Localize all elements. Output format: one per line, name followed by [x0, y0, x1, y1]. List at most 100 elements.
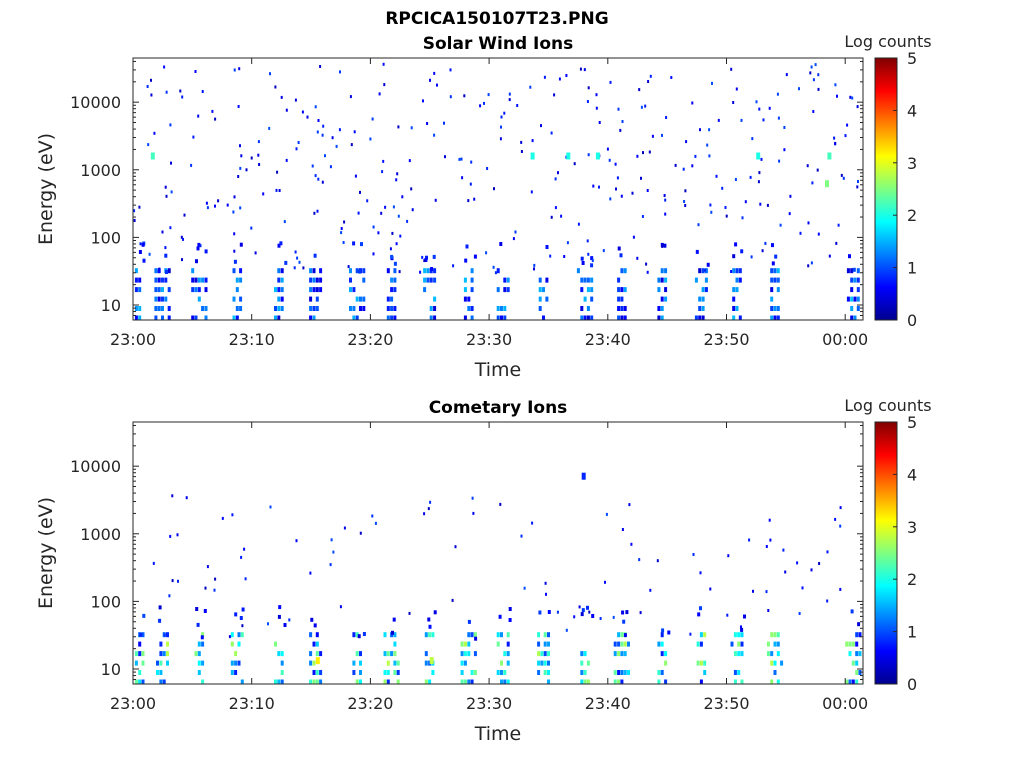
heatmap-cell: [613, 670, 617, 675]
heatmap-cell: [395, 242, 398, 246]
heatmap-cell: [696, 641, 700, 647]
heatmap-cell: [269, 505, 272, 509]
heatmap-cell: [609, 80, 612, 84]
heatmap-cell: [235, 277, 239, 283]
heatmap-cell: [543, 632, 547, 638]
heatmap-cell: [508, 618, 512, 622]
heatmap-cell: [349, 95, 352, 99]
x-tick-label: 23:10: [229, 694, 275, 713]
heatmap-cell: [623, 315, 627, 321]
heatmap-cell: [312, 670, 316, 675]
heatmap-cell: [691, 164, 694, 168]
heatmap-cell: [352, 306, 356, 311]
heatmap-cell: [583, 315, 587, 321]
heatmap-cell: [698, 315, 702, 321]
heatmap-cell: [620, 268, 624, 274]
heatmap-cell: [770, 287, 774, 293]
heatmap-cell: [314, 174, 317, 178]
heatmap-cell: [496, 268, 500, 274]
heatmap-cell: [664, 651, 668, 657]
heatmap-cell: [315, 679, 319, 685]
heatmap-cell: [520, 534, 523, 538]
heatmap-cell: [359, 296, 362, 302]
heatmap-cell: [309, 306, 313, 311]
heatmap-cell: [606, 147, 609, 151]
colorbar: [874, 57, 898, 321]
heatmap-cell: [657, 277, 661, 283]
heatmap-cell: [431, 632, 435, 638]
heatmap-cell: [284, 260, 288, 265]
heatmap-cell: [309, 296, 313, 302]
heatmap-cell: [773, 277, 777, 283]
heatmap-cell: [275, 188, 278, 192]
heatmap-cell: [740, 625, 742, 629]
x-tick-label: 23:50: [703, 330, 749, 349]
heatmap-cell: [426, 268, 430, 274]
heatmap-cell: [620, 315, 624, 321]
heatmap-cell: [406, 219, 409, 223]
heatmap-cell: [780, 660, 784, 666]
heatmap-cell: [157, 277, 161, 283]
x-axis-label: Time: [474, 359, 522, 381]
heatmap-cell: [296, 256, 299, 260]
heatmap-cell: [343, 220, 346, 224]
heatmap-cell: [181, 95, 184, 99]
heatmap-cell: [590, 256, 594, 261]
heatmap-cell: [543, 660, 547, 666]
heatmap-cell: [812, 78, 815, 82]
heatmap-cells: [133, 62, 860, 321]
heatmap-cell: [393, 268, 397, 274]
heatmap-cell: [330, 538, 333, 542]
heatmap-cell: [239, 277, 243, 283]
heatmap-cell: [810, 568, 813, 572]
heatmap-cell: [547, 670, 550, 675]
heatmap-cell: [508, 98, 511, 102]
heatmap-cell: [163, 633, 166, 637]
heatmap-cell: [397, 214, 400, 218]
heatmap-cell: [598, 121, 601, 124]
heatmap-cell: [226, 203, 229, 207]
heatmap-cell: [692, 553, 695, 556]
heatmap-cell: [449, 95, 452, 99]
heatmap-cell: [154, 315, 158, 321]
heatmap-cell: [158, 618, 162, 623]
heatmap-cell: [623, 268, 627, 274]
heatmap-cell: [428, 624, 432, 629]
heatmap-cell: [183, 213, 186, 217]
heatmap-cell: [257, 140, 260, 144]
heatmap-cell: [591, 259, 594, 262]
heatmap-cell: [540, 124, 542, 128]
heatmap-cell: [157, 296, 161, 302]
heatmap-cell: [138, 306, 142, 311]
heatmap-cell: [239, 166, 242, 170]
heatmap-cell: [460, 679, 464, 685]
heatmap-cell: [470, 679, 474, 685]
heatmap-cell: [158, 267, 161, 271]
heatmap-cell: [166, 641, 169, 647]
heatmap-cell: [411, 208, 414, 212]
heatmap-cell: [312, 679, 316, 685]
heatmap-cell: [380, 211, 383, 215]
heatmap-cell: [470, 160, 473, 164]
heatmap-cell: [232, 268, 236, 274]
heatmap-cell: [424, 258, 428, 262]
heatmap-cell: [630, 542, 633, 546]
heatmap-cell: [706, 143, 709, 147]
heatmap-cell: [557, 171, 559, 175]
heatmap-cell: [727, 554, 730, 558]
heatmap-cell: [433, 277, 437, 283]
heatmap-cell: [730, 67, 733, 71]
heatmap-cell: [540, 660, 544, 666]
heatmap-cells: [134, 472, 862, 685]
heatmap-cell: [217, 199, 220, 203]
heatmap-cell: [196, 622, 200, 627]
heatmap-cell: [324, 154, 326, 158]
heatmap-cell: [278, 605, 282, 610]
heatmap-cell: [319, 651, 323, 657]
heatmap-cell: [463, 315, 467, 321]
heatmap-cell: [590, 315, 594, 321]
heatmap-cell: [191, 277, 195, 283]
heatmap-cell: [467, 641, 471, 647]
heatmap-cell: [133, 219, 136, 222]
heatmap-cell: [848, 679, 852, 685]
